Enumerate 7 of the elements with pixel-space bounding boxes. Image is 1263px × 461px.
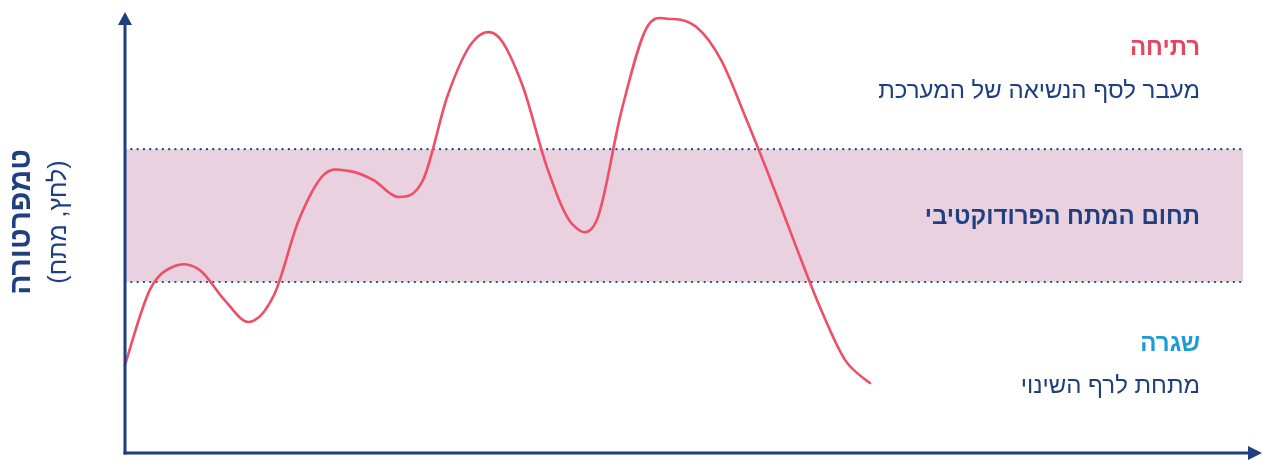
text: שגרה	[1140, 329, 1200, 356]
annotation: מעבר לסף הנשיאה של המערכת	[878, 76, 1200, 103]
y-axis-title: טמפרטורה	[3, 149, 36, 295]
band-label: תחום המתח הפרודוקטיבי	[924, 201, 1200, 229]
text: מתחת לרף השינוי	[1020, 371, 1200, 398]
text: רתיחה	[1129, 33, 1200, 60]
text: (לחץ, מתח)	[43, 160, 71, 284]
